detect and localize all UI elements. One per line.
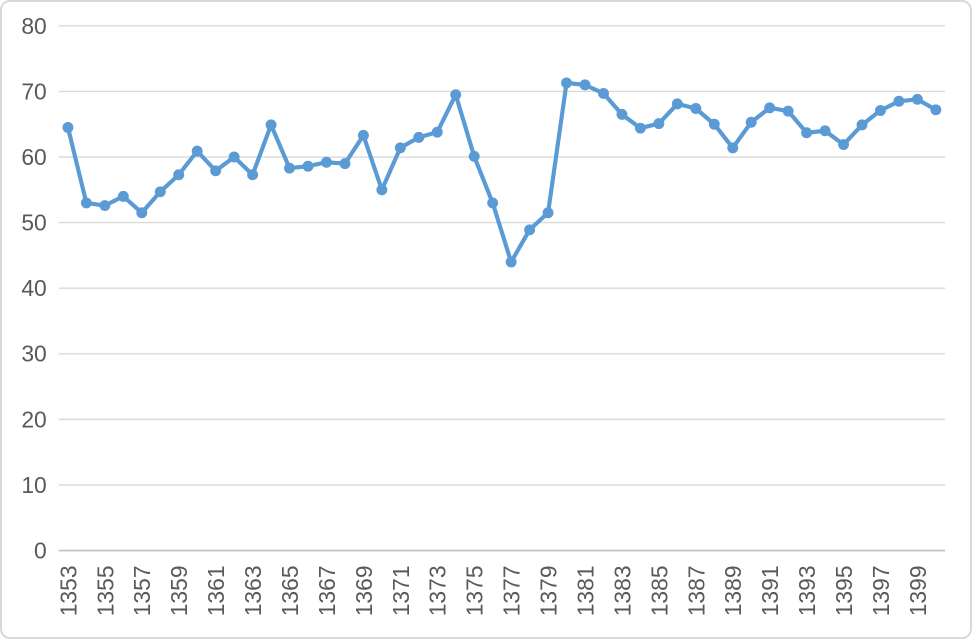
data-point-marker [173, 169, 185, 181]
data-point-marker [191, 145, 203, 157]
y-tick-label: 70 [21, 78, 46, 104]
x-tick-label: 1389 [720, 565, 746, 616]
data-point-marker [727, 142, 739, 154]
data-point-marker [838, 139, 850, 151]
data-point-marker [856, 119, 868, 131]
data-point-marker [634, 122, 646, 134]
data-point-marker [62, 122, 74, 133]
data-point-marker [782, 105, 794, 117]
data-point-marker [542, 207, 554, 219]
x-tick-label: 1365 [277, 565, 303, 616]
x-tick-label: 1395 [831, 565, 857, 616]
data-series-line [65, 80, 938, 265]
x-tick-label: 1377 [499, 565, 525, 616]
data-point-marker [745, 116, 757, 128]
x-tick-label: 1357 [129, 565, 155, 616]
x-tick-label: 1385 [646, 565, 672, 616]
y-tick-label: 40 [21, 275, 46, 301]
y-tick-label: 60 [21, 144, 46, 170]
data-point-marker [487, 197, 499, 209]
data-point-marker [911, 93, 923, 105]
data-point-marker [394, 142, 406, 154]
data-point-marker [431, 126, 443, 138]
x-tick-label: 1353 [55, 565, 81, 616]
data-point-marker [376, 184, 388, 196]
data-point-marker [357, 129, 369, 141]
x-tick-label: 1397 [868, 565, 894, 616]
y-tick-label: 30 [21, 341, 46, 367]
data-point-marker [764, 102, 776, 114]
y-tick-label: 0 [34, 537, 47, 563]
x-tick-label: 1387 [683, 565, 709, 616]
x-tick-label: 1361 [203, 565, 229, 616]
data-point-marker [80, 197, 92, 209]
data-point-marker [690, 103, 702, 114]
x-tick-label: 1393 [794, 565, 820, 616]
data-point-marker [117, 190, 129, 202]
x-tick-label: 1383 [609, 565, 635, 616]
data-point-marker [930, 104, 942, 116]
data-point-marker [875, 104, 886, 116]
x-tick-label: 1371 [388, 565, 414, 616]
x-tick-label: 1359 [166, 565, 192, 616]
data-point-marker [136, 207, 148, 219]
data-point-marker [413, 131, 425, 143]
data-point-marker [339, 158, 351, 170]
data-point-marker [265, 119, 277, 131]
data-point-marker [468, 150, 480, 162]
data-point-marker [708, 118, 720, 130]
x-tick-label: 1355 [92, 565, 118, 616]
data-point-marker [893, 95, 905, 107]
data-point-marker [450, 89, 462, 101]
x-tick-label: 1391 [757, 565, 783, 616]
x-tick-label: 1381 [572, 565, 598, 616]
x-tick-label: 1363 [240, 565, 266, 616]
data-point-marker [671, 98, 683, 110]
data-point-marker [819, 125, 831, 137]
y-tick-label: 80 [21, 13, 46, 39]
data-point-marker [505, 256, 517, 268]
x-tick-label: 1375 [462, 565, 488, 616]
data-point-marker [320, 156, 332, 168]
x-tick-label: 1367 [314, 565, 340, 616]
data-point-marker [99, 200, 111, 212]
data-point-marker [801, 127, 813, 139]
data-point-marker [524, 224, 536, 236]
data-point-marker [302, 160, 314, 172]
data-point-marker [247, 169, 259, 181]
data-point-marker [579, 79, 591, 91]
x-tick-label: 1379 [536, 565, 562, 616]
data-point-marker [284, 162, 295, 174]
data-point-marker [561, 77, 572, 89]
data-point-marker [653, 118, 665, 130]
y-tick-label: 20 [21, 406, 46, 432]
data-point-marker [210, 165, 222, 177]
y-tick-label: 50 [21, 210, 46, 236]
x-tick-label: 1369 [351, 565, 377, 616]
data-point-marker [154, 186, 166, 198]
y-tick-label: 10 [21, 472, 46, 498]
data-point-marker [228, 151, 240, 163]
data-point-marker [616, 108, 628, 120]
data-point-marker [598, 87, 609, 99]
x-tick-label: 1373 [425, 565, 451, 616]
x-tick-label: 1399 [905, 565, 931, 616]
